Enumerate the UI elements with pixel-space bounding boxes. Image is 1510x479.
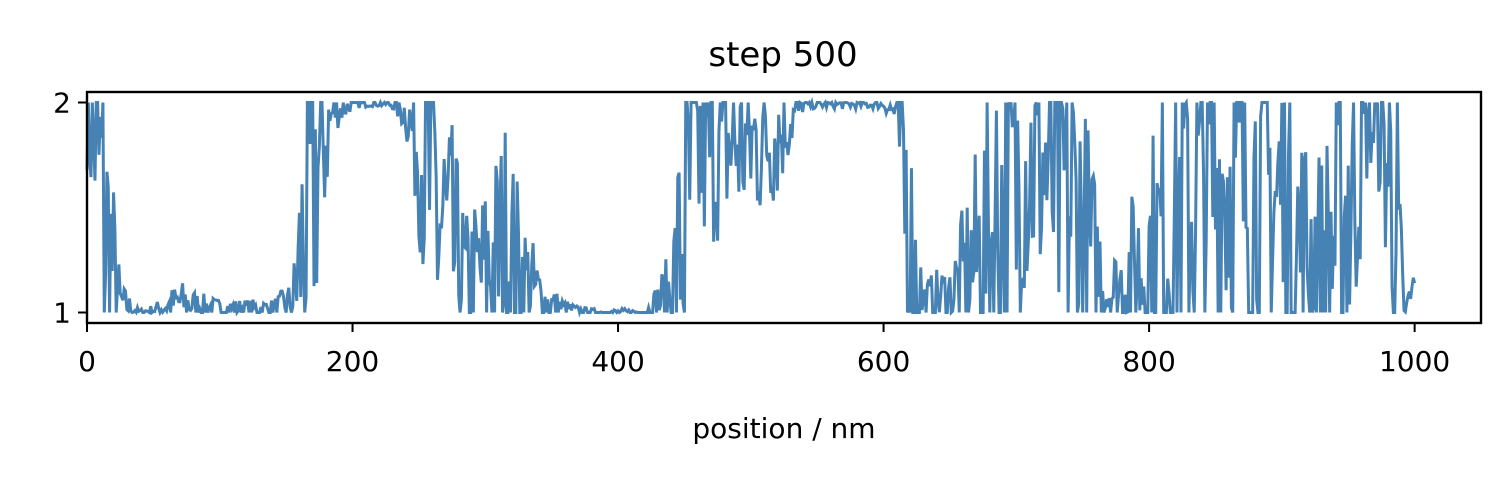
x-tick-label: 0 [78, 345, 96, 378]
x-tick-label: 600 [857, 345, 910, 378]
plot-area [85, 96, 1417, 318]
x-tick-label: 200 [326, 345, 379, 378]
x-axis: 0 200 400 600 800 1000 [78, 323, 1450, 378]
x-tick-label: 800 [1122, 345, 1175, 378]
y-axis: 12 [53, 87, 87, 330]
y-tick-label: 2 [53, 87, 71, 120]
series-line-0 [85, 96, 1417, 318]
x-axis-label: position / nm [692, 412, 875, 445]
plot-frame [85, 90, 1483, 325]
x-tick-label: 400 [591, 345, 644, 378]
x-tick-label: 1000 [1379, 345, 1450, 378]
y-tick-label: 1 [53, 297, 71, 330]
chart-title: step 500 [708, 35, 857, 75]
